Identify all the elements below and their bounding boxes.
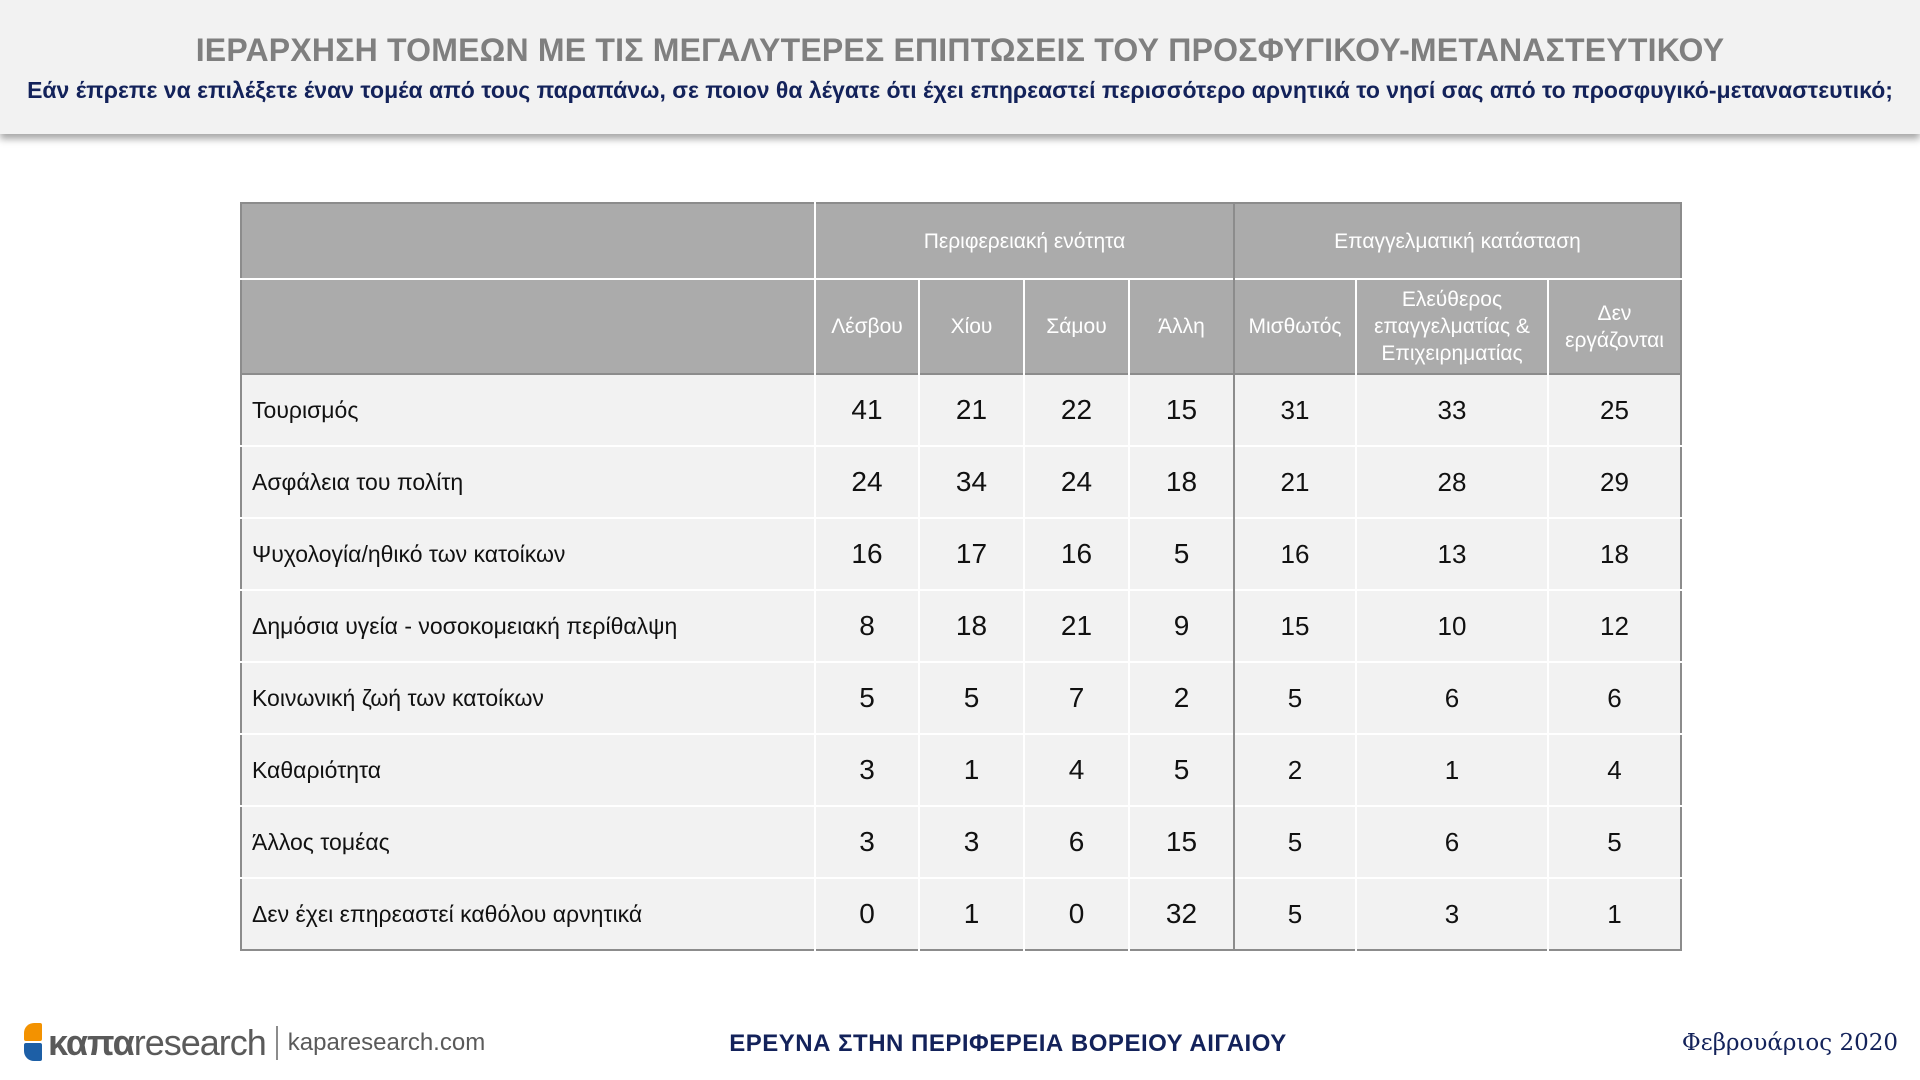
table-cell: 2 xyxy=(1233,733,1356,806)
table-cell: 13 xyxy=(1355,517,1548,590)
row-label: Καθαριότητα xyxy=(241,733,815,806)
row-label: Ψυχολογία/ηθικό των κατοίκων xyxy=(241,517,815,590)
table-row: Άλλος τομέας 3 3 6 15 5 6 5 xyxy=(241,805,1681,878)
logo-separator xyxy=(275,1026,278,1060)
kapa-research-logo: καπα research kaparesearch.com xyxy=(22,1020,485,1066)
table-cell: 10 xyxy=(1355,589,1548,662)
table-cell: 5 xyxy=(1233,877,1356,950)
column-header: Λέσβου xyxy=(814,278,919,374)
row-label: Κοινωνική ζωή των κατοίκων xyxy=(241,661,815,734)
table-cell: 0 xyxy=(1023,877,1129,950)
table-cell: 5 xyxy=(1233,805,1356,878)
table-cell: 34 xyxy=(918,445,1024,518)
table-corner-cell xyxy=(241,203,815,279)
table-cell: 4 xyxy=(1023,733,1129,806)
group-header-regional-unit: Περιφερειακή ενότητα xyxy=(814,203,1234,279)
row-label: Δεν έχει επηρεαστεί καθόλου αρνητικά xyxy=(241,877,815,950)
table-cell: 33 xyxy=(1355,374,1548,446)
table-cell: 31 xyxy=(1233,374,1356,446)
table-row: Ψυχολογία/ηθικό των κατοίκων 16 17 16 5 16 13 1… xyxy=(241,517,1681,590)
table-cell: 24 xyxy=(814,445,919,518)
column-header: Μισθωτός xyxy=(1233,278,1356,374)
table-cell: 0 xyxy=(814,877,919,950)
table-cell: 32 xyxy=(1128,877,1234,950)
row-label: Άλλος τομέας xyxy=(241,805,815,878)
table-cell: 24 xyxy=(1023,445,1129,518)
table-cell: 5 xyxy=(1547,805,1681,878)
table-cell: 1 xyxy=(918,877,1024,950)
table-cell: 18 xyxy=(1128,445,1234,518)
table-cell: 15 xyxy=(1128,374,1234,446)
table-cell: 5 xyxy=(1233,661,1356,734)
table-cell: 3 xyxy=(814,733,919,806)
table-row: Κοινωνική ζωή των κατοίκων 5 5 7 2 5 6 6 xyxy=(241,661,1681,734)
results-table: Περιφερειακή ενότητα Επαγγελματική κατάσ… xyxy=(240,202,1682,951)
logo-word-research: research xyxy=(133,1022,267,1063)
table-cell: 9 xyxy=(1128,589,1234,662)
table-cell: 25 xyxy=(1547,374,1681,446)
survey-question: Εάν έπρεπε να επιλέξετε έναν τομέα από τ… xyxy=(27,77,1893,103)
footer-date: Φεβρουάριος 2020 xyxy=(1681,1030,1898,1056)
kapa-logo-mark-icon xyxy=(22,1023,44,1063)
table-cell: 15 xyxy=(1128,805,1234,878)
slide-title: ΙΕΡΑΡΧΗΣΗ ΤΟΜΕΩΝ ΜΕ ΤΙΣ ΜΕΓΑΛΥΤΕΡΕΣ ΕΠΙΠ… xyxy=(195,32,1725,68)
table-cell: 7 xyxy=(1023,661,1129,734)
column-header: Σάμου xyxy=(1023,278,1129,374)
column-header: Χίου xyxy=(918,278,1024,374)
table-group-header-row: Περιφερειακή ενότητα Επαγγελματική κατάσ… xyxy=(241,203,1681,279)
table-cell: 3 xyxy=(814,805,919,878)
table-cell: 16 xyxy=(1023,517,1129,590)
table-cell: 6 xyxy=(1023,805,1129,878)
table-row: Δημόσια υγεία - νοσοκομειακή περίθαλψη 8 1… xyxy=(241,589,1681,662)
slide-header: ΙΕΡΑΡΧΗΣΗ ΤΟΜΕΩΝ ΜΕ ΤΙΣ ΜΕΓΑΛΥΤΕΡΕΣ ΕΠΙΠ… xyxy=(0,0,1920,134)
table-cell: 15 xyxy=(1233,589,1356,662)
table-cell: 3 xyxy=(918,805,1024,878)
group-header-employment-status: Επαγγελματική κατάσταση xyxy=(1233,203,1681,279)
table-cell: 18 xyxy=(1547,517,1681,590)
table-cell: 6 xyxy=(1355,805,1548,878)
row-label: Δημόσια υγεία - νοσοκομειακή περίθαλψη xyxy=(241,589,815,662)
table-cell: 5 xyxy=(1128,517,1234,590)
table-cell: 8 xyxy=(814,589,919,662)
table-cell: 29 xyxy=(1547,445,1681,518)
table-cell: 21 xyxy=(1023,589,1129,662)
table-cell: 6 xyxy=(1355,661,1548,734)
table-cell: 41 xyxy=(814,374,919,446)
table-cell: 5 xyxy=(918,661,1024,734)
table-cell: 16 xyxy=(814,517,919,590)
table-cell: 18 xyxy=(918,589,1024,662)
table-column-header-row: Λέσβου Χίου Σάμου Άλλη Μισθωτός Ελεύθερο… xyxy=(241,278,1681,374)
table-cell: 21 xyxy=(1233,445,1356,518)
table-cell: 21 xyxy=(918,374,1024,446)
table-cell: 1 xyxy=(918,733,1024,806)
table-cell: 4 xyxy=(1547,733,1681,806)
table-cell: 6 xyxy=(1547,661,1681,734)
column-header: Άλλη xyxy=(1128,278,1234,374)
table-cell: 22 xyxy=(1023,374,1129,446)
website-label: kaparesearch.com xyxy=(287,1029,486,1056)
table-cell: 12 xyxy=(1547,589,1681,662)
table-row: Τουρισμός 41 21 22 15 31 33 25 xyxy=(241,374,1681,446)
table-cell: 28 xyxy=(1355,445,1548,518)
table-cell: 2 xyxy=(1128,661,1234,734)
column-header: Δεν εργάζονται xyxy=(1547,278,1681,374)
table-cell: 3 xyxy=(1355,877,1548,950)
table-row: Ασφάλεια του πολίτη 24 34 24 18 21 28 29 xyxy=(241,445,1681,518)
table-cell: 5 xyxy=(1128,733,1234,806)
column-header: Ελεύθερος επαγγελματίας & Επιχειρηματίας xyxy=(1355,278,1548,374)
row-label: Ασφάλεια του πολίτη xyxy=(241,445,815,518)
table-corner-cell xyxy=(241,278,815,374)
table-cell: 1 xyxy=(1547,877,1681,950)
table-body: Τουρισμός 41 21 22 15 31 33 25 Ασφάλεια του πολί… xyxy=(241,374,1681,950)
table-row: Καθαριότητα 3 1 4 5 2 1 4 xyxy=(241,733,1681,806)
row-label: Τουρισμός xyxy=(241,374,815,446)
table-cell: 17 xyxy=(918,517,1024,590)
footer-survey-label: ΕΡΕΥΝΑ ΣΤΗΝ ΠΕΡΙΦΕΡΕΙΑ ΒΟΡΕΙΟΥ ΑΙΓΑΙΟΥ xyxy=(729,1030,1287,1057)
table-cell: 5 xyxy=(814,661,919,734)
table-cell: 16 xyxy=(1233,517,1356,590)
table-row: Δεν έχει επηρεαστεί καθόλου αρνητικά 0 1 0 3… xyxy=(241,877,1681,950)
table-cell: 1 xyxy=(1355,733,1548,806)
logo-word-kapa: καπα xyxy=(48,1022,135,1063)
